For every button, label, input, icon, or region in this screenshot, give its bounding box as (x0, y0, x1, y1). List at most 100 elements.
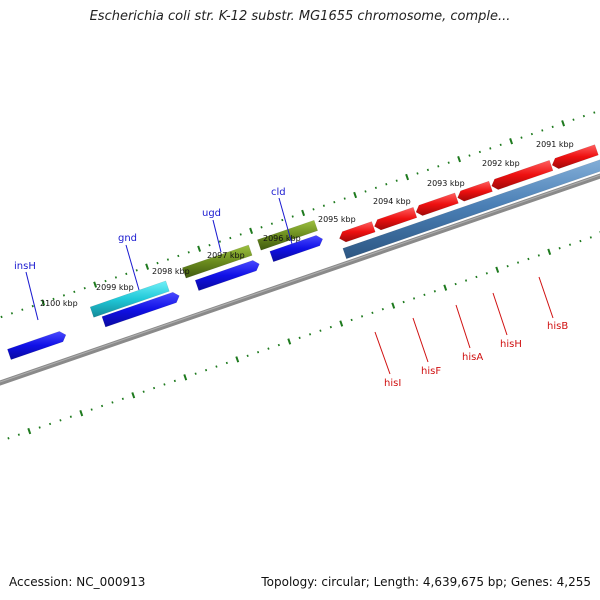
tick-mark (308, 333, 312, 336)
tick-mark (62, 294, 66, 297)
gene-label-hisH[interactable]: hisH (500, 339, 522, 350)
kbp-label: 2099 kbp (96, 283, 134, 292)
tick-mark (27, 427, 32, 435)
gene-hisA-seg (551, 144, 599, 169)
tick-mark (194, 372, 197, 375)
tick-mark (506, 264, 509, 268)
tick-mark (412, 297, 416, 300)
gene-ugd (182, 244, 253, 279)
tick-mark (145, 263, 150, 270)
gene-hisG (339, 221, 376, 243)
tick-mark (350, 318, 353, 322)
tick-mark (437, 165, 440, 168)
kbp-label: 2095 kbp (318, 215, 356, 224)
tick-mark (423, 293, 426, 297)
gene-hisC (415, 192, 459, 216)
tick-mark (114, 276, 118, 279)
tick-mark (249, 227, 254, 235)
tick-mark (301, 209, 306, 217)
tick-mark (38, 426, 41, 429)
gene-cld-arrow (269, 235, 323, 263)
tick-mark (371, 311, 374, 314)
tick-mark (454, 282, 457, 286)
gene-gnd-arrow (101, 291, 180, 328)
tick-mark (478, 150, 481, 154)
kbp-tick-row-bottom (7, 231, 600, 440)
topology-summary-text: Topology: circular; Length: 4,639,675 bp… (261, 575, 591, 589)
gene-features (7, 144, 600, 360)
tick-mark (385, 183, 388, 186)
gene-label-ugd[interactable]: ugd (202, 208, 221, 219)
tick-mark (489, 147, 492, 150)
tick-mark (589, 236, 592, 239)
gene-insH (7, 331, 67, 360)
tick-mark (561, 120, 566, 127)
gene-label-hisF[interactable]: hisF (421, 366, 441, 377)
tick-mark (197, 245, 202, 252)
tick-mark (229, 236, 232, 240)
tick-mark (131, 392, 136, 399)
tick-mark (177, 254, 180, 258)
gene-label-hisA[interactable]: hisA (462, 352, 483, 363)
gene-label-cld[interactable]: cld (271, 187, 286, 198)
tick-mark (593, 111, 596, 114)
tick-mark (52, 297, 55, 301)
tick-mark (447, 161, 450, 164)
tick-mark (322, 204, 325, 207)
tick-mark (93, 281, 98, 288)
tick-mark (163, 383, 166, 386)
backbone-line (0, 173, 600, 386)
tick-mark (475, 275, 478, 279)
tick-mark (215, 365, 218, 368)
tick-mark (416, 172, 419, 175)
tick-mark (10, 312, 14, 315)
gene-gnd (89, 280, 170, 318)
tick-mark (464, 279, 468, 282)
tick-mark (568, 243, 572, 246)
kbp-label: 2097 kbp (207, 251, 245, 260)
gene-ugd-arrow (194, 260, 260, 291)
tick-mark (343, 197, 346, 200)
map-title: Escherichia coli str. K-12 substr. MG165… (89, 9, 511, 24)
tick-mark (100, 404, 104, 408)
tick-mark (402, 300, 405, 304)
gene-label-insH[interactable]: insH (14, 261, 36, 272)
tick-mark (339, 320, 344, 327)
tick-mark (312, 208, 315, 211)
tick-mark (443, 284, 448, 291)
gene-cld (257, 219, 319, 251)
tick-mark (499, 143, 502, 147)
kbp-label: 2092 kbp (482, 159, 520, 168)
tick-mark (516, 261, 520, 264)
kbp-label: 2098 kbp (152, 267, 190, 276)
kbp-label: 2100 kbp (40, 299, 78, 308)
tick-mark (360, 315, 364, 318)
tick-mark (142, 390, 145, 393)
tick-mark (239, 233, 242, 236)
tick-mark (225, 361, 228, 365)
tick-mark (125, 272, 128, 276)
tick-mark (374, 186, 377, 190)
tick-mark (235, 356, 240, 363)
tick-mark (353, 191, 358, 199)
tick-mark (173, 379, 176, 383)
tick-mark (395, 179, 398, 182)
tick-mark (270, 222, 274, 225)
kbp-label: 2093 kbp (427, 179, 465, 188)
tick-mark (281, 218, 284, 222)
tick-mark (135, 269, 138, 272)
gene-label-hisB[interactable]: hisB (547, 321, 568, 332)
tick-mark (256, 351, 260, 354)
tick-mark (468, 154, 471, 157)
tick-mark (69, 415, 72, 418)
tick-mark (166, 258, 170, 261)
gene-label-gnd[interactable]: gnd (118, 233, 137, 244)
tick-mark (485, 272, 488, 275)
tick-mark (319, 329, 322, 332)
tick-mark (457, 155, 462, 163)
kbp-label: 2094 kbp (373, 197, 411, 206)
gene-label-hisI[interactable]: hisI (384, 378, 401, 389)
tick-mark (364, 190, 367, 193)
tick-mark (246, 354, 249, 358)
